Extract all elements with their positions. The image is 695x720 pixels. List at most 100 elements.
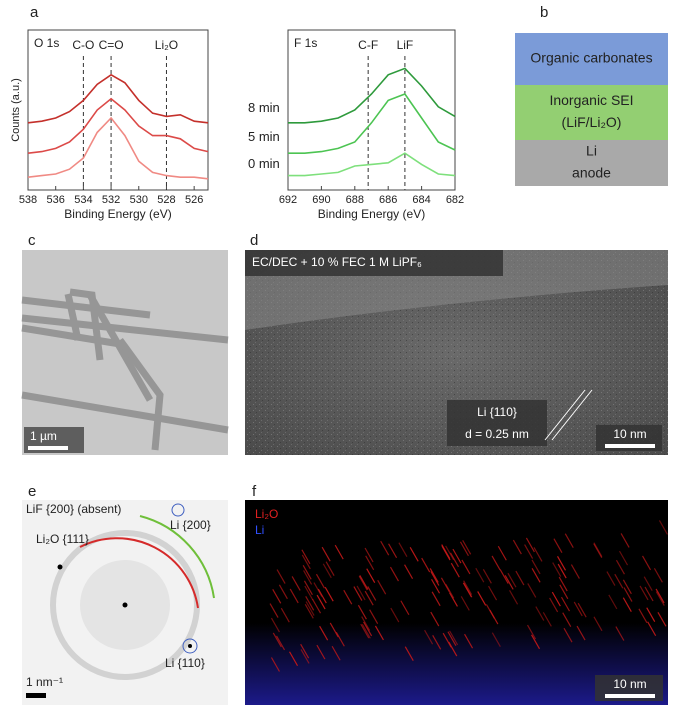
streak xyxy=(276,569,286,584)
streak xyxy=(269,603,279,618)
streak xyxy=(272,632,282,648)
streak xyxy=(366,568,376,584)
streak xyxy=(553,538,563,553)
plot-frame xyxy=(27,29,209,191)
x-tick-label: 682 xyxy=(446,194,464,206)
streak xyxy=(535,606,545,621)
streak xyxy=(305,601,315,616)
annotation: C-O xyxy=(72,38,94,52)
layer-label: Inorganic SEI xyxy=(549,92,633,108)
streak xyxy=(303,580,313,596)
streak xyxy=(488,585,498,601)
annotation: LiF xyxy=(397,38,414,52)
streak xyxy=(542,612,552,627)
streak xyxy=(363,621,373,637)
streak xyxy=(482,568,492,584)
streak xyxy=(369,609,379,625)
streak xyxy=(491,632,501,648)
streak xyxy=(431,578,441,594)
streak xyxy=(445,545,455,561)
streak xyxy=(374,625,384,641)
x-tick-label: 536 xyxy=(47,194,65,206)
streak xyxy=(360,623,370,639)
streak xyxy=(614,573,624,589)
streak xyxy=(424,629,434,645)
streak xyxy=(280,607,290,623)
streak xyxy=(325,561,335,576)
streak xyxy=(489,609,499,625)
x-tick-label: 530 xyxy=(130,194,148,206)
streak xyxy=(276,635,286,651)
streak xyxy=(364,547,374,563)
streak xyxy=(643,576,653,591)
panel-label: f xyxy=(252,483,257,500)
streak xyxy=(447,631,457,647)
streak xyxy=(357,604,367,620)
x-axis-label: Binding Energy (eV) xyxy=(318,207,425,221)
streak xyxy=(638,608,648,624)
streak xyxy=(331,645,341,661)
streak xyxy=(441,544,451,559)
streak xyxy=(289,588,299,604)
streak xyxy=(491,555,501,571)
streak xyxy=(302,564,312,580)
streak xyxy=(334,544,344,560)
streak xyxy=(646,607,656,623)
streak xyxy=(289,651,299,667)
x-tick-label: 688 xyxy=(346,194,364,206)
streak xyxy=(509,589,519,605)
streak xyxy=(321,546,331,562)
streak xyxy=(562,612,572,627)
streak xyxy=(409,546,419,562)
panel-title: O 1s xyxy=(34,36,59,50)
panel-label: d xyxy=(250,232,258,249)
streak xyxy=(431,591,441,607)
streak xyxy=(658,520,668,535)
streak xyxy=(641,555,652,571)
streak xyxy=(639,585,649,601)
streak xyxy=(377,579,387,595)
spacing-label: d = 0.25 nm xyxy=(465,427,529,441)
streak xyxy=(475,567,485,583)
fft-label: Li {110} xyxy=(165,656,205,670)
panel-label: e xyxy=(28,483,36,500)
series-line xyxy=(27,116,209,180)
streak xyxy=(608,594,618,610)
streak xyxy=(361,624,371,639)
layer-label: Li xyxy=(586,143,597,159)
streak xyxy=(623,587,633,602)
plane-label: Li {110} xyxy=(477,405,517,419)
streak xyxy=(430,611,440,627)
x-axis-label: Binding Energy (eV) xyxy=(64,207,171,221)
panel-title: F 1s xyxy=(294,36,317,50)
scale-bar-label: 1 nm⁻¹ xyxy=(26,675,63,689)
streak xyxy=(549,597,559,613)
x-tick-label: 538 xyxy=(19,194,37,206)
streak xyxy=(429,568,439,583)
fft-label: Li {200} xyxy=(170,518,211,532)
annotation: C-F xyxy=(358,38,378,52)
streak xyxy=(459,541,469,557)
streak xyxy=(359,575,369,590)
eels-map-f xyxy=(245,500,668,705)
streak xyxy=(440,577,450,593)
streak xyxy=(449,630,459,646)
streak xyxy=(301,549,311,565)
streak xyxy=(304,585,314,601)
layer xyxy=(515,33,668,85)
streak xyxy=(524,544,534,559)
plot-frame xyxy=(287,29,456,191)
streak xyxy=(367,586,377,601)
streak xyxy=(557,556,567,571)
scale-bar-label: 10 nm xyxy=(613,427,646,441)
streak xyxy=(305,596,315,611)
streak xyxy=(390,607,400,623)
streak xyxy=(655,591,665,606)
streak xyxy=(316,644,326,660)
streak xyxy=(365,555,375,571)
streak xyxy=(442,632,452,648)
x-tick-label: 692 xyxy=(279,194,297,206)
streak xyxy=(322,563,332,579)
x-tick-label: 690 xyxy=(312,194,330,206)
scale-bar-label: 1 µm xyxy=(30,429,57,443)
